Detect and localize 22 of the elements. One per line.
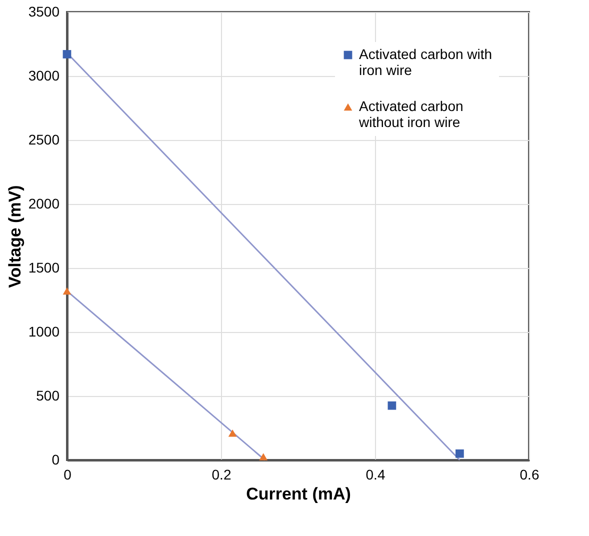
legend-label: Activated carbon without iron wire <box>358 98 464 130</box>
point <box>388 401 396 410</box>
y-tick-label: 3500 <box>28 4 60 20</box>
y-axis-title: Voltage (mV) <box>5 185 24 288</box>
y-tick-label: 500 <box>36 388 60 404</box>
y-tick-label: 1000 <box>28 324 60 340</box>
y-tick-label: 2000 <box>28 196 60 212</box>
x-tick-label: 0.2 <box>212 466 232 482</box>
y-tick-label: 2500 <box>28 132 60 148</box>
x-tick-label: 0.6 <box>520 466 540 482</box>
x-tick-label: 0.4 <box>366 466 386 482</box>
y-tick-label: 1500 <box>28 260 60 276</box>
point <box>62 50 72 58</box>
x-tick-label: 0 <box>64 466 72 482</box>
y-tick-label: 3000 <box>28 68 60 84</box>
point <box>259 453 268 460</box>
point <box>62 287 72 295</box>
point <box>228 429 237 437</box>
point <box>456 449 464 458</box>
y-tick-label: 0 <box>52 452 60 468</box>
legend-label: Activated carbon with iron wire <box>359 46 492 78</box>
x-axis-title: Current (mA) <box>246 484 351 504</box>
